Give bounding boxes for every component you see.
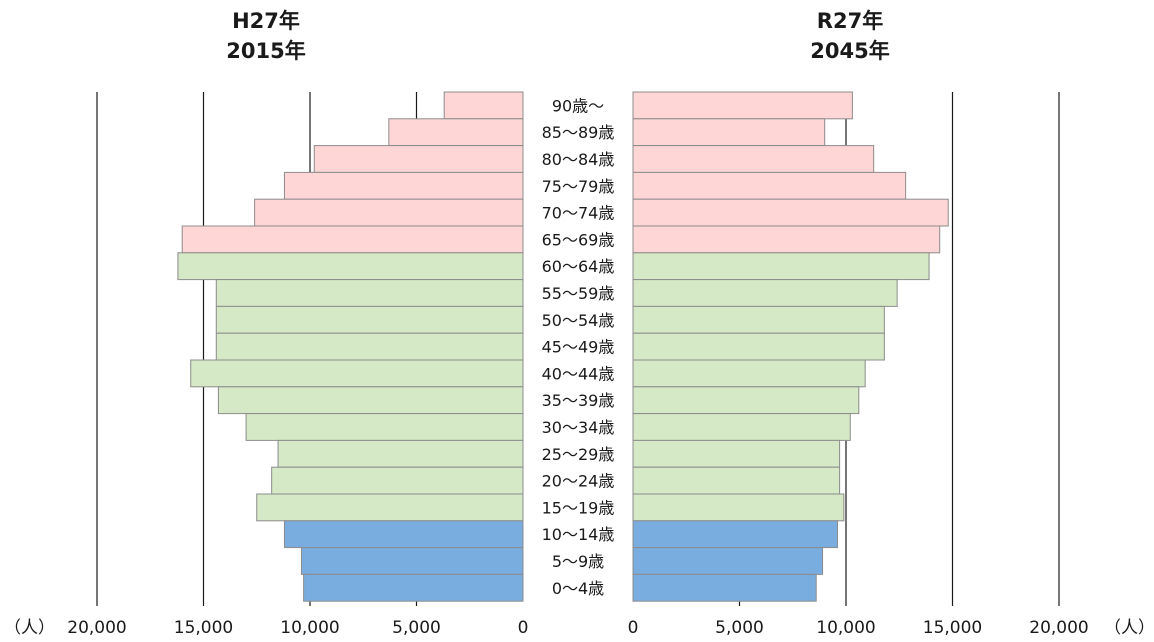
bar-2045 [632, 118, 826, 147]
age-label: 15～19歳 [542, 498, 615, 517]
age-label: 75～79歳 [542, 177, 615, 196]
tick-label-right: 15,000 [923, 618, 982, 638]
bar-2015 [215, 332, 524, 361]
bar-2015 [277, 439, 524, 468]
age-label: 90歳～ [552, 96, 604, 115]
age-label: 20～24歳 [542, 472, 615, 491]
age-label: 40～44歳 [542, 364, 615, 383]
tick-label-right: 0 [628, 618, 639, 638]
bar-2015 [190, 359, 524, 388]
bar-2045 [632, 466, 841, 495]
age-label: 25～29歳 [542, 445, 615, 464]
bar-2045 [632, 493, 845, 522]
bar-2045 [632, 386, 860, 415]
title-2015-year: 2015年 [226, 39, 306, 63]
bar-2015 [215, 305, 524, 334]
bars-2045 [632, 91, 949, 602]
bars-2015 [177, 91, 524, 602]
title-2045: R27年 2045年 [780, 6, 920, 66]
bar-2015 [245, 413, 524, 441]
age-label: 0～4歳 [552, 579, 604, 598]
bar-2045 [632, 413, 851, 441]
title-2045-year: 2045年 [810, 39, 890, 63]
bar-2045 [632, 359, 866, 388]
age-label: 50～54歳 [542, 311, 615, 330]
unit-label-right: （人） [1104, 618, 1154, 638]
bar-2015 [256, 493, 524, 522]
bar-2045 [632, 332, 885, 361]
unit-label-left: （人） [4, 618, 55, 638]
bar-2045 [632, 547, 824, 575]
age-labels: 90歳～ 85～89歳 80～84歳 75～79歳 70～74歳 65～69歳 60～64歳… [542, 96, 615, 597]
bar-2015 [303, 573, 524, 602]
title-2045-era: R27年 [816, 9, 884, 33]
bar-2045 [632, 198, 949, 227]
age-label: 80～84歳 [542, 150, 615, 169]
bar-2045 [632, 573, 817, 602]
bar-2045 [632, 225, 941, 254]
bar-2045 [632, 520, 838, 549]
bar-2015 [313, 145, 524, 173]
age-label: 85～89歳 [542, 123, 615, 142]
bar-2015 [181, 225, 524, 254]
tick-label-right: 5,000 [715, 618, 764, 638]
age-label: 55～59歳 [542, 284, 615, 303]
age-label: 10～14歳 [542, 525, 615, 544]
tick-label-right: 20,000 [1029, 618, 1088, 638]
bar-2045 [632, 305, 885, 334]
title-2015-era: H27年 [232, 9, 300, 33]
bar-2015 [388, 118, 524, 147]
bar-2015 [217, 386, 524, 415]
age-label: 35～39歳 [542, 391, 615, 410]
bar-2045 [632, 91, 853, 120]
tick-label-right: 10,000 [816, 618, 875, 638]
axis-ticks: 0 0 5,000 5,000 10,000 10,000 15,000 15,000 20,0… [67, 618, 1088, 638]
age-label: 45～49歳 [542, 338, 615, 357]
tick-label-left: 0 [518, 618, 529, 638]
title-2015: H27年 2015年 [196, 6, 336, 66]
bar-2045 [632, 439, 841, 468]
age-label: 70～74歳 [542, 204, 615, 223]
tick-label-left: 10,000 [280, 618, 339, 638]
age-label: 65～69歳 [542, 230, 615, 249]
age-label: 5～9歳 [552, 552, 604, 571]
tick-label-left: 20,000 [67, 618, 126, 638]
bar-2015 [215, 279, 524, 307]
bar-2045 [632, 145, 875, 173]
bar-2015 [443, 91, 524, 120]
bar-2045 [632, 279, 898, 307]
bar-2015 [271, 466, 524, 495]
bar-2015 [254, 198, 524, 227]
tick-label-left: 15,000 [174, 618, 233, 638]
bar-2045 [632, 252, 930, 281]
tick-label-left: 5,000 [392, 618, 441, 638]
bar-2015 [283, 171, 524, 200]
bar-2015 [283, 520, 524, 549]
age-label: 30～34歳 [542, 418, 615, 437]
bar-2015 [177, 252, 524, 281]
age-label: 60～64歳 [542, 257, 615, 276]
bar-2015 [300, 547, 524, 575]
bar-2045 [632, 171, 907, 200]
